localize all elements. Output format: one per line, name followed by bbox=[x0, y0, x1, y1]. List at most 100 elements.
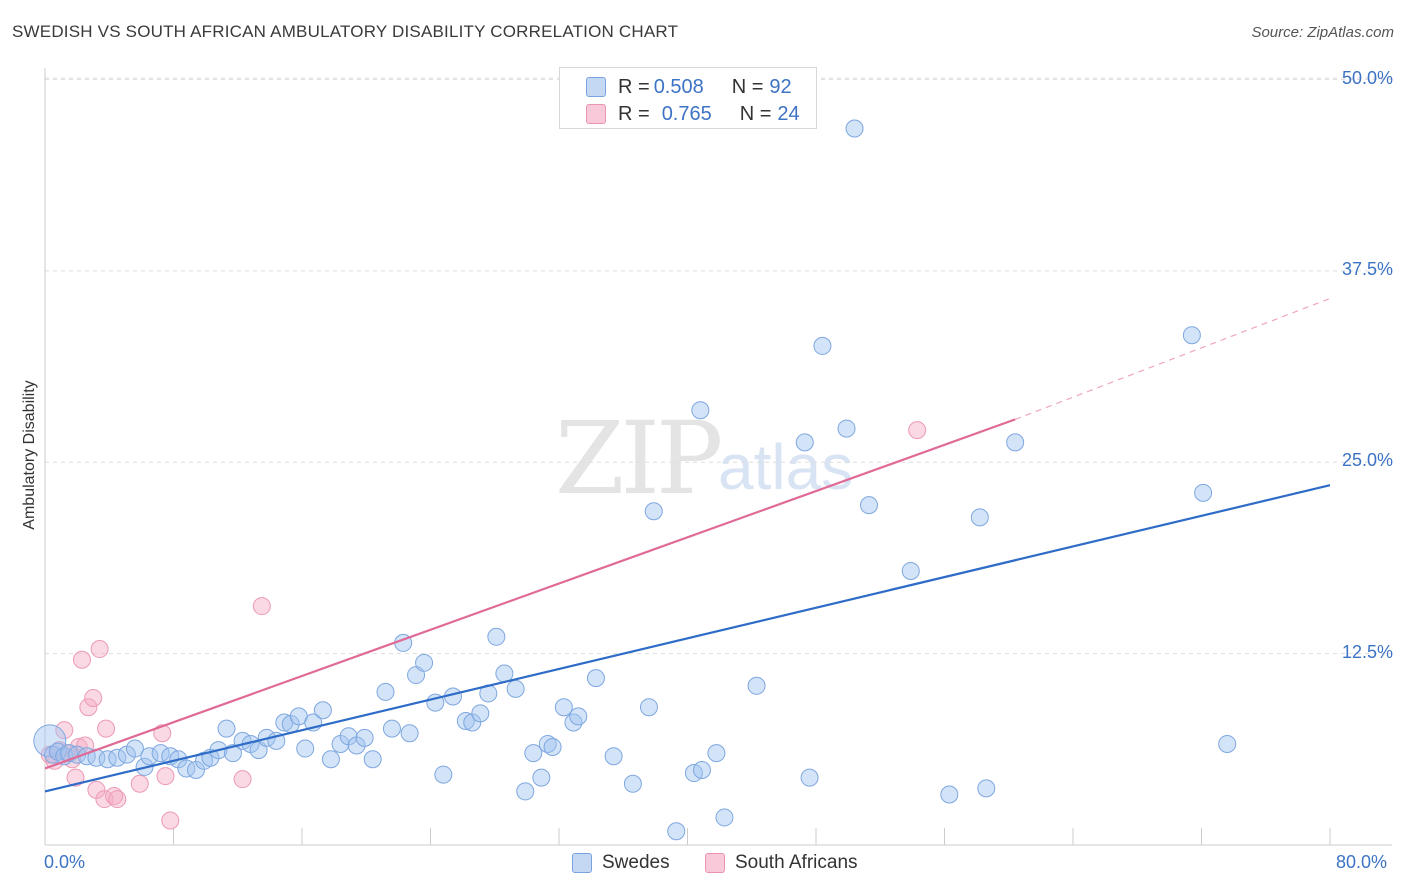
swedes-point bbox=[48, 742, 67, 761]
swedes-point bbox=[376, 682, 395, 701]
swedes-point bbox=[98, 750, 117, 769]
swedes-point bbox=[747, 676, 766, 695]
south-africans-point bbox=[72, 650, 91, 669]
axes bbox=[44, 68, 1392, 846]
south-africans-point bbox=[156, 767, 175, 786]
south-africans-point bbox=[66, 768, 85, 787]
swedes-point bbox=[538, 734, 557, 753]
swedes-point bbox=[313, 701, 332, 720]
swedes-point bbox=[177, 759, 196, 778]
swedes-point bbox=[1182, 326, 1201, 345]
swedes-point bbox=[795, 433, 814, 452]
x-tick-label-min: 0.0% bbox=[44, 852, 86, 872]
y-tick-label: 25.0% bbox=[1341, 450, 1393, 471]
swedes-point bbox=[901, 561, 920, 580]
swedes-point bbox=[691, 401, 710, 420]
south-africans-point bbox=[153, 724, 172, 743]
r-label: R = bbox=[618, 75, 650, 98]
south-africans-trend-extension bbox=[1014, 297, 1331, 420]
south-africans-point bbox=[79, 698, 98, 717]
swedes-point bbox=[363, 750, 382, 769]
legend-item-swedes: Swedes bbox=[572, 852, 670, 874]
n-value: 92 bbox=[769, 75, 792, 98]
swedes-point bbox=[321, 750, 340, 769]
south-africans-point bbox=[908, 421, 927, 440]
swedes-point bbox=[1194, 483, 1213, 502]
swedes-point bbox=[644, 502, 663, 521]
swedes-point bbox=[813, 336, 832, 355]
n-label: N = bbox=[731, 75, 764, 98]
legend-label-south-africans: South Africans bbox=[735, 852, 858, 873]
y-tick-label: 50.0% bbox=[1341, 67, 1393, 88]
swedes-points bbox=[33, 107, 1237, 841]
source-credit: Source: ZipAtlas.com bbox=[1251, 24, 1394, 41]
swedes-point bbox=[837, 419, 856, 438]
swedes-point bbox=[296, 739, 315, 758]
n-value: 24 bbox=[777, 102, 800, 125]
swedes-point bbox=[415, 653, 434, 672]
swedes-point bbox=[456, 711, 475, 730]
r-label: R = bbox=[618, 102, 650, 125]
swedes-point bbox=[217, 719, 236, 738]
south-africans-point bbox=[84, 689, 103, 708]
swedes-point bbox=[604, 747, 623, 766]
south-africans-point bbox=[97, 719, 116, 738]
swedes-point bbox=[667, 822, 686, 841]
correlation-legend: R = 0.508 N = 92 R = 0.765 N = 24 bbox=[559, 67, 817, 129]
grid-lines bbox=[45, 77, 1392, 655]
series-legend: Swedes South Africans bbox=[0, 852, 1406, 876]
trend-lines bbox=[44, 297, 1331, 793]
r-value: 0.765 bbox=[661, 102, 712, 125]
swedes-point bbox=[223, 744, 242, 763]
south-africans-point bbox=[105, 787, 124, 806]
legend-label-swedes: Swedes bbox=[602, 852, 670, 873]
x-tick-label-max: 80.0% bbox=[1336, 852, 1388, 872]
swedes-point bbox=[692, 760, 711, 779]
swedes-swatch bbox=[572, 853, 592, 873]
south-africans-swatch bbox=[586, 104, 606, 124]
swedes-point bbox=[532, 768, 551, 787]
swedes-point bbox=[33, 724, 67, 758]
swedes-point bbox=[524, 744, 543, 763]
swedes-point bbox=[554, 698, 573, 717]
legend-row-swedes: R = 0.508 N = 92 bbox=[560, 74, 792, 100]
south-africans-swatch bbox=[705, 853, 725, 873]
y-tick-label: 12.5% bbox=[1341, 641, 1393, 662]
legend-row-south-africans: R = 0.765 N = 24 bbox=[560, 101, 800, 127]
south-africans-point bbox=[95, 790, 114, 809]
south-africans-trend-line bbox=[44, 418, 1016, 770]
swedes-point bbox=[543, 738, 562, 757]
swedes-point bbox=[623, 774, 642, 793]
swedes-point bbox=[586, 669, 605, 688]
south-africans-point bbox=[130, 774, 149, 793]
swedes-point bbox=[487, 627, 506, 646]
r-value: 0.508 bbox=[653, 75, 704, 98]
legend-item-south-africans: South Africans bbox=[705, 852, 858, 874]
south-africans-point bbox=[252, 597, 271, 616]
swedes-point bbox=[977, 779, 996, 798]
watermark-atlas: atlas bbox=[718, 431, 854, 503]
swedes-point bbox=[940, 785, 959, 804]
swedes-trend-line bbox=[44, 484, 1331, 793]
swedes-point bbox=[860, 496, 879, 515]
n-label: N = bbox=[739, 102, 772, 125]
swedes-point bbox=[382, 719, 401, 738]
swedes-point bbox=[564, 713, 583, 732]
y-axis-label: Ambulatory Disability bbox=[21, 380, 38, 530]
swedes-swatch bbox=[586, 77, 606, 97]
south-africans-point bbox=[161, 811, 180, 830]
south-africans-points bbox=[40, 421, 927, 830]
y-tick-label: 37.5% bbox=[1341, 258, 1393, 279]
swedes-point bbox=[506, 679, 525, 698]
swedes-point bbox=[44, 745, 63, 764]
swedes-point bbox=[434, 765, 453, 784]
swedes-point bbox=[516, 782, 535, 801]
swedes-point bbox=[108, 748, 127, 767]
swedes-point bbox=[845, 119, 864, 138]
south-africans-point bbox=[90, 640, 109, 659]
swedes-point bbox=[125, 739, 144, 758]
swedes-point bbox=[400, 724, 419, 743]
swedes-point bbox=[639, 698, 658, 717]
swedes-point bbox=[715, 808, 734, 827]
